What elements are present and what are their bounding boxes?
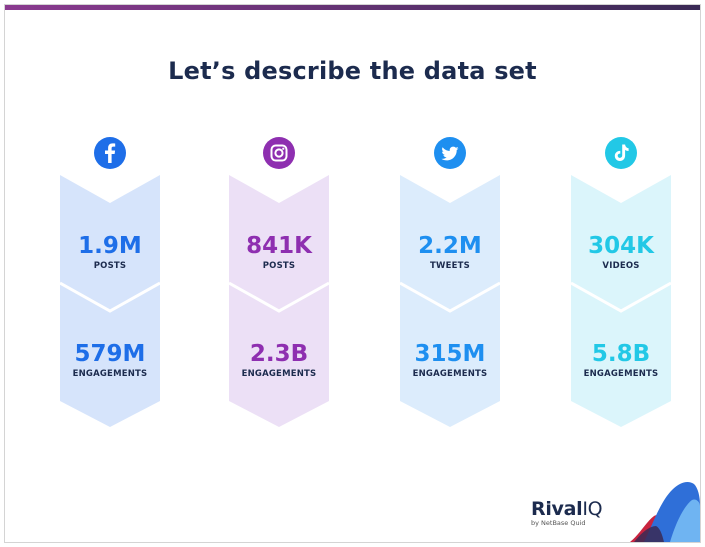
stat-label: VIDEOS [602,261,640,271]
stat-tweets: 2.2M TWEETS [398,233,502,272]
stat-value: 315M [414,341,486,367]
logo-subtitle: by NetBase Quid [531,519,586,527]
platform-column-instagram: 841K POSTS 2.3B ENGAGEMENTS [227,137,331,432]
stat-value: 5.8B [591,341,651,367]
stat-label: TWEETS [430,261,470,271]
stat-label: ENGAGEMENTS [72,369,148,379]
logo-brand-rival: Rival [531,498,583,520]
stat-engagements: 579M ENGAGEMENTS [58,341,162,380]
stat-engagements: 315M ENGAGEMENTS [398,341,502,380]
stat-posts: 841K POSTS [227,233,331,272]
stat-value: 1.9M [78,233,142,259]
stat-engagements: 5.8B ENGAGEMENTS [569,341,673,380]
platform-column-tiktok: 304K VIDEOS 5.8B ENGAGEMENTS [569,137,673,432]
slide: Let’s describe the data set 1.9M POSTS 5… [4,4,701,543]
top-accent-bar [5,5,700,10]
logo-brand-iq: IQ [582,498,603,520]
stat-label: POSTS [93,261,127,271]
stat-label: POSTS [262,261,296,271]
stat-banner [229,175,329,427]
stat-engagements: 2.3B ENGAGEMENTS [227,341,331,380]
stat-banner [400,175,500,427]
stat-value: 841K [246,233,312,259]
stat-value: 2.2M [418,233,482,259]
corner-wave-graphic [630,482,700,542]
stat-value: 2.3B [249,341,309,367]
page-title: Let’s describe the data set [168,57,537,85]
stat-label: ENGAGEMENTS [241,369,317,379]
rival-iq-logo: RivalIQ by NetBase Quid [531,498,603,528]
platform-column-facebook: 1.9M POSTS 579M ENGAGEMENTS [58,137,162,432]
logo-brand: RivalIQ [531,498,603,520]
stat-label: ENGAGEMENTS [412,369,488,379]
stat-videos: 304K VIDEOS [569,233,673,272]
facebook-icon [94,137,126,169]
platform-column-twitter: 2.2M TWEETS 315M ENGAGEMENTS [398,137,502,432]
stat-value: 579M [74,341,146,367]
tiktok-icon [605,137,637,169]
stat-posts: 1.9M POSTS [58,233,162,272]
stat-label: ENGAGEMENTS [583,369,659,379]
stat-banner [60,175,160,427]
stat-value: 304K [588,233,654,259]
instagram-icon [263,137,295,169]
stat-banner [571,175,671,427]
twitter-icon [434,137,466,169]
